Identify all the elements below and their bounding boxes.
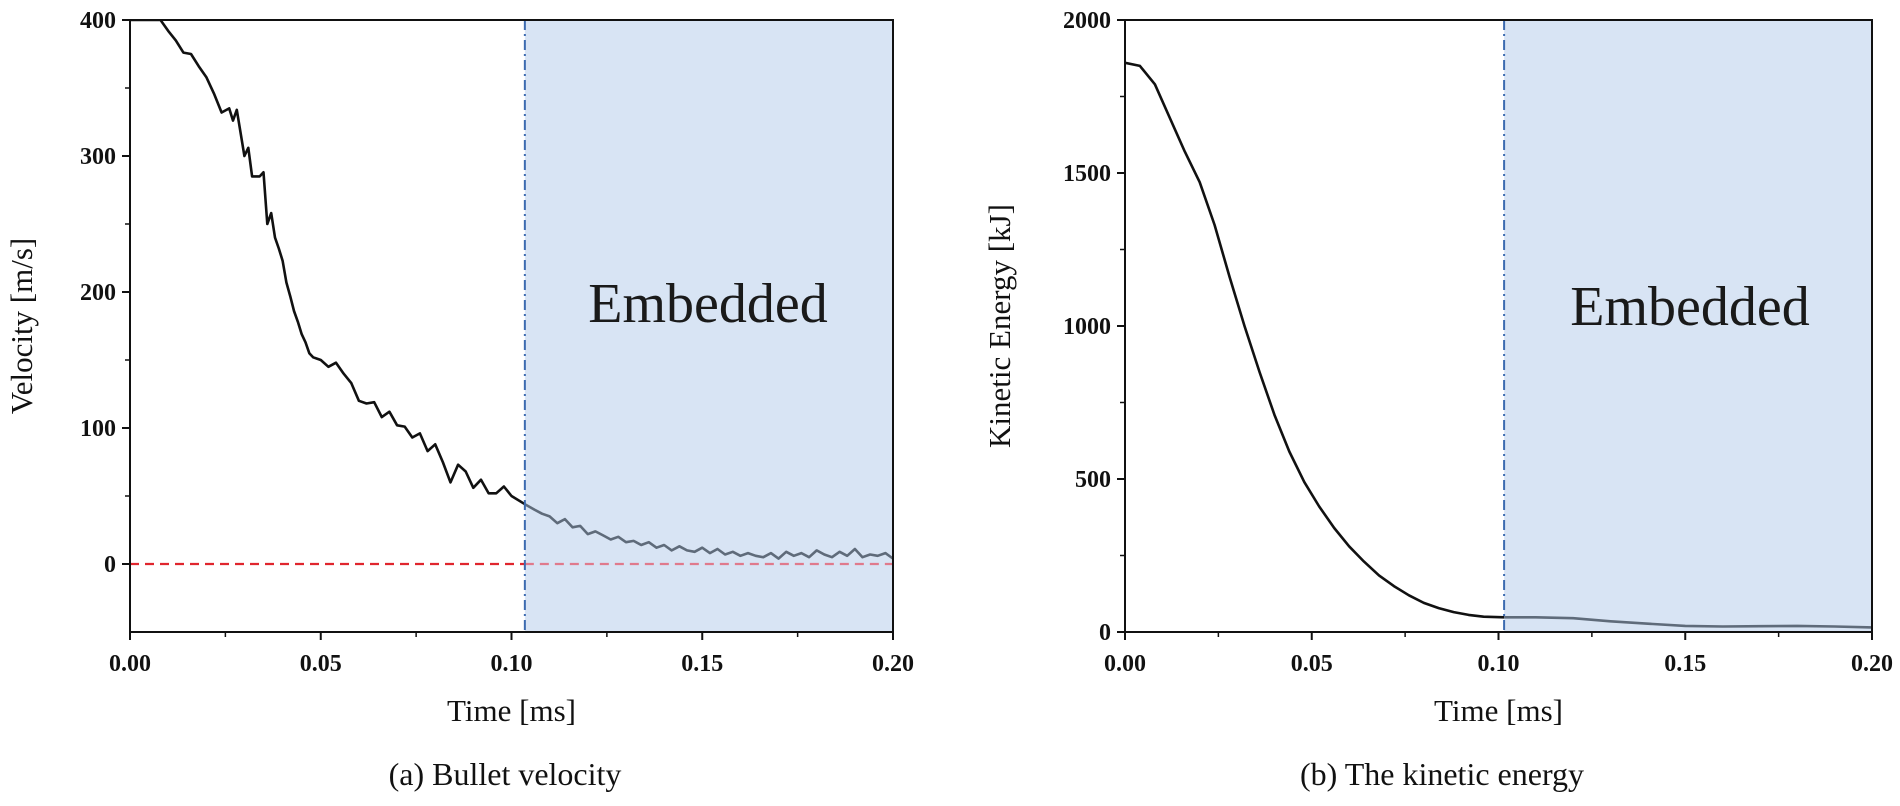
- x-tick-label: 0.05: [300, 651, 342, 677]
- x-tick-label: 0.20: [872, 651, 914, 677]
- x-tick-label: 0.15: [1664, 651, 1706, 677]
- caption-a: (a) Bullet velocity: [389, 756, 622, 792]
- embedded-annotation: Embedded: [588, 273, 827, 335]
- x-tick-label: 0.10: [491, 651, 533, 677]
- y-tick-label: 400: [80, 8, 116, 34]
- series-line-shaded-0: [1504, 615, 1872, 629]
- y-axis-label: Velocity [m/s]: [4, 238, 39, 415]
- x-tick-label: 0.00: [1104, 651, 1146, 677]
- embedded-region: [1504, 20, 1872, 632]
- chart-panel-velocity: 0.00 0.05 0.10 0.15 0.20 0 100 200 300 400 Time [m…: [4, 8, 914, 728]
- y-tick-label: 500: [1075, 467, 1111, 493]
- embedded-region: [524, 20, 893, 632]
- caption-b: (b) The kinetic energy: [1300, 756, 1584, 792]
- y-tick-label: 0: [104, 552, 116, 578]
- series-line-0: [130, 20, 526, 506]
- series-line-0: [1125, 61, 1505, 619]
- chart-panel-kinetic-energy: 0.00 0.05 0.10 0.15 0.20 0 500 1000 1500 2000 Time…: [982, 8, 1893, 728]
- x-tick-label: 0.00: [109, 651, 151, 677]
- x-tick-label: 0.20: [1851, 651, 1893, 677]
- y-tick-label: 1000: [1063, 314, 1111, 340]
- y-tick-label: 200: [80, 280, 116, 306]
- x-tick-label: 0.15: [681, 651, 723, 677]
- y-tick-label: 2000: [1063, 8, 1111, 34]
- embedded-annotation: Embedded: [1570, 276, 1809, 338]
- x-axis-label: Time [ms]: [1434, 693, 1563, 728]
- y-tick-label: 100: [80, 416, 116, 442]
- y-tick-label: 0: [1099, 620, 1111, 646]
- series-line-shaded-0: [524, 503, 893, 560]
- x-axis-label: Time [ms]: [447, 693, 576, 728]
- y-tick-label: 300: [80, 144, 116, 170]
- y-axis-label: Kinetic Energy [kJ]: [982, 204, 1017, 448]
- x-tick-label: 0.10: [1478, 651, 1520, 677]
- x-tick-label: 0.05: [1291, 651, 1333, 677]
- y-tick-label: 1500: [1063, 161, 1111, 187]
